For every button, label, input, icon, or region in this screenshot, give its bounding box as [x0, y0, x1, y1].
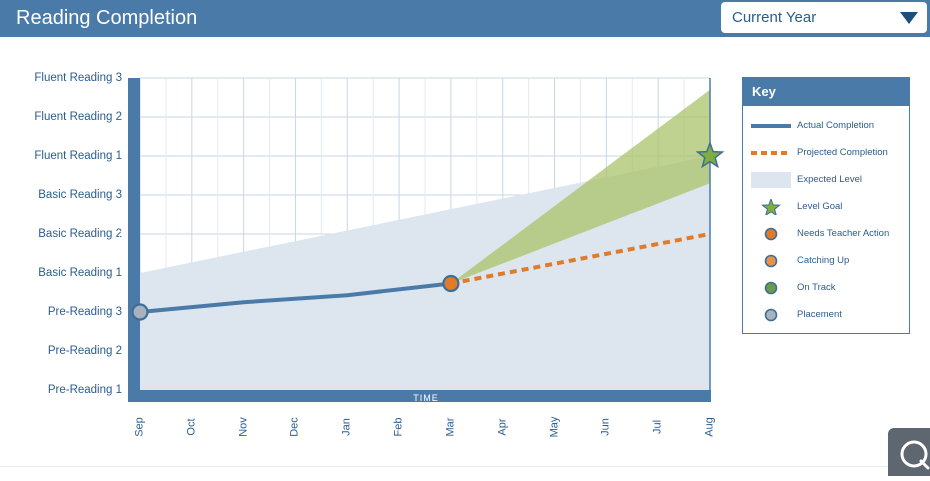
dashed-line-icon — [751, 151, 791, 155]
key-item: Catching Up — [743, 253, 909, 269]
key-item: On Track — [743, 280, 909, 296]
key-item-label: Level Goal — [797, 201, 843, 212]
page-title: Reading Completion — [16, 7, 198, 29]
key-title: Key — [743, 78, 909, 106]
x-tick-label: Feb — [392, 417, 405, 437]
period-select-value: Current Year — [732, 9, 817, 26]
x-tick-label: Dec — [288, 417, 301, 437]
x-tick-label: Aug — [703, 417, 716, 437]
catching-up-marker — [442, 274, 460, 293]
status-dot-icon — [764, 227, 778, 241]
key-item: Level Goal — [743, 199, 909, 215]
chat-bubble-icon — [900, 440, 930, 470]
x-tick-label: Nov — [237, 417, 250, 437]
divider — [0, 466, 888, 467]
y-axis-bar — [128, 78, 140, 402]
x-tick-label: Oct — [185, 418, 198, 436]
header-bar: Reading Completion Current Year — [0, 0, 930, 37]
chevron-down-icon — [900, 12, 918, 24]
goal-band — [450, 89, 710, 284]
y-tick-label: Fluent Reading 2 — [34, 111, 122, 123]
status-dot-icon — [764, 281, 778, 295]
period-select[interactable]: Current Year — [721, 2, 927, 33]
chat-button[interactable] — [888, 428, 930, 476]
key-item: Expected Level — [743, 172, 909, 188]
key-item: Needs Teacher Action — [743, 226, 909, 242]
solid-line-icon — [751, 124, 791, 128]
y-tick-label: Basic Reading 1 — [38, 267, 122, 279]
x-tick-label: Jun — [599, 418, 612, 436]
x-tick-label: Sep — [133, 417, 146, 437]
key-item-label: Actual Completion — [797, 120, 875, 131]
y-axis-title: LEVEL — [117, 226, 128, 260]
y-tick-label: Fluent Reading 1 — [34, 150, 122, 162]
y-tick-label: Pre-Reading 2 — [47, 345, 122, 357]
key-item: Actual Completion — [743, 118, 909, 134]
actual-completion-line — [138, 281, 453, 314]
status-dot-icon — [764, 254, 778, 268]
projected-completion-line — [450, 232, 711, 286]
y-tick-label: Basic Reading 2 — [38, 228, 122, 240]
x-axis-title: TIME — [413, 393, 439, 403]
x-tick-label: Apr — [496, 418, 509, 436]
key-item-label: Placement — [797, 309, 842, 320]
chart-key: Key Actual Completion Projected Completio… — [742, 77, 910, 334]
placement-marker — [131, 303, 149, 321]
key-item-label: On Track — [797, 282, 836, 293]
y-tick-label: Fluent Reading 3 — [34, 72, 122, 84]
x-tick-label: May — [548, 416, 561, 438]
key-item: Placement — [743, 307, 909, 323]
key-item-label: Expected Level — [797, 174, 862, 185]
key-item-label: Catching Up — [797, 255, 850, 266]
x-tick-label: Jan — [340, 418, 353, 436]
key-item-label: Needs Teacher Action — [797, 228, 890, 239]
y-tick-label: Pre-Reading 1 — [47, 384, 122, 396]
key-item: Projected Completion — [743, 145, 909, 161]
level-goal-star — [695, 140, 725, 169]
star-icon — [761, 199, 781, 215]
x-tick-label: Jul — [651, 419, 664, 435]
x-axis-bar — [128, 390, 711, 402]
x-tick-label: Mar — [444, 417, 457, 437]
band-swatch-icon — [751, 172, 791, 188]
y-tick-label: Pre-Reading 3 — [47, 306, 122, 318]
key-item-label: Projected Completion — [797, 147, 888, 158]
y-tick-label: Basic Reading 3 — [38, 189, 122, 201]
status-dot-icon — [764, 308, 778, 322]
